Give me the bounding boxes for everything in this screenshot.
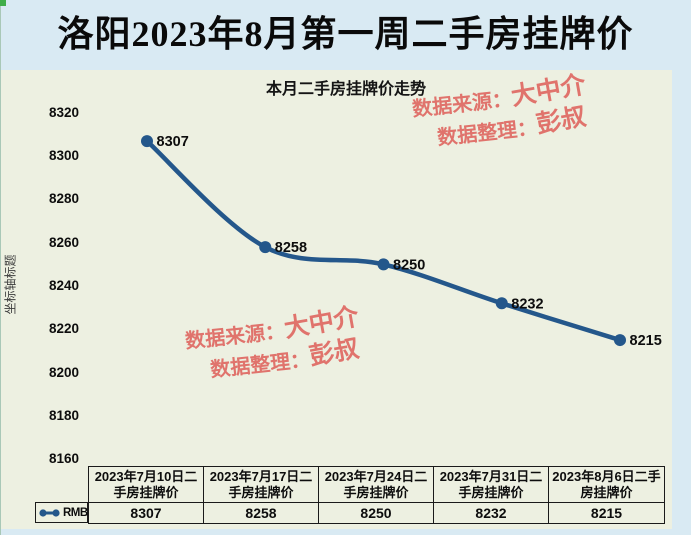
table-value-cell: 8307: [89, 503, 204, 523]
table-value-cell: 8215: [590, 505, 623, 521]
table-header-cell: 2023年8月6日二手房挂牌价: [549, 467, 664, 503]
table-header-cell: 2023年7月17日二手房挂牌价: [204, 467, 319, 503]
chart-panel: 本月二手房挂牌价走势 坐标轴标题 8320 8300 8280 8260 824…: [1, 70, 672, 529]
price-data-table: 2023年7月10日二手房挂牌价 2023年7月17日二手房挂牌价 2023年7…: [88, 466, 665, 524]
page-title: 洛阳2023年8月第一周二手房挂牌价: [57, 14, 634, 54]
table-header-cell: 2023年7月24日二手房挂牌价: [319, 467, 434, 503]
table-header-cell: 2023年7月31日二手房挂牌价: [434, 467, 549, 503]
data-point-marker: [614, 334, 626, 347]
table-value-cell: 8232: [434, 503, 549, 523]
table-value-cell: 8250: [319, 503, 434, 523]
data-point-marker: [259, 241, 272, 254]
y-tick-label: 8200: [48, 365, 79, 380]
y-tick-label: 8320: [48, 105, 79, 120]
data-point-marker: [141, 135, 153, 148]
data-point-label: 8232: [511, 296, 543, 312]
legend-box: RMB: [35, 502, 88, 523]
legend-line-marker-icon: [39, 508, 60, 517]
chart-title: 本月二手房挂牌价走势: [265, 81, 426, 98]
table-value-cell: 8258: [204, 503, 319, 523]
data-point-marker: [495, 297, 508, 310]
trend-line: [144, 138, 623, 343]
y-tick-label: 8280: [48, 191, 79, 206]
price-trend-line-chart: 8307 8258 8250 8232 8215: [141, 134, 662, 349]
table-header-cell: 2023年7月10日二手房挂牌价: [89, 467, 204, 503]
left-edge-line: [0, 0, 1, 535]
y-tick-label: 8180: [48, 408, 79, 423]
y-tick-label: 8160: [48, 451, 79, 466]
legend-series-label: RMB: [63, 506, 88, 519]
y-tick-label: 8240: [48, 278, 79, 293]
data-point-label: 8258: [275, 240, 307, 256]
green-corner-mark: [0, 0, 6, 6]
y-tick-label: 8260: [48, 235, 79, 250]
data-point-label: 8215: [630, 333, 662, 349]
y-tick-label: 8220: [48, 321, 79, 336]
data-point-label: 8250: [393, 257, 425, 273]
data-point-marker: [377, 258, 390, 271]
y-tick-label: 8300: [48, 148, 79, 163]
data-point-label: 8307: [157, 134, 189, 150]
